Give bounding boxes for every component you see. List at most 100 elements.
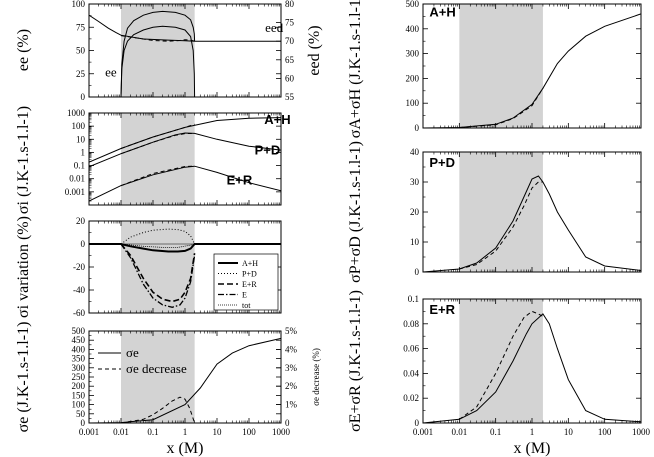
panel-sigma-i: 0.001 0.01 0.1 1 10 100 1000 A+H P+D E+R σi (J.K-1… <box>15 106 291 214</box>
annotation-e-r: E+R <box>227 173 253 188</box>
y2-tick-label: 70 <box>285 36 295 46</box>
y-tick-label: 0.06 <box>403 344 419 354</box>
x-tick-label: 1000 <box>272 427 291 437</box>
panel-variation: -60 -40 -20 0 20 σi variation (%) A+H P+DE+R Eto… <box>15 216 282 318</box>
y-tick-label: 400 <box>72 344 86 354</box>
y-tick-label: 0.02 <box>403 393 419 403</box>
y2-tick-label: 60 <box>285 73 295 83</box>
x-tick-label: 0.001 <box>79 427 99 437</box>
y-tick-label: 0 <box>81 239 86 249</box>
y-tick-label: 0.04 <box>403 368 419 378</box>
legend-label: A+H <box>242 259 258 268</box>
y-tick-label: -60 <box>73 308 85 318</box>
x-tick-label: 0.01 <box>451 427 467 437</box>
legend-label: E+R <box>242 280 257 289</box>
y-tick-label: 1 <box>81 147 86 157</box>
y-tick-label: 100 <box>406 98 420 108</box>
shaded-region <box>459 4 543 128</box>
annotation-eed: eed <box>265 20 284 35</box>
y-tick-label: 75 <box>76 22 86 32</box>
y-tick-label: 0 <box>81 418 86 428</box>
y2-tick-label: 2% <box>285 381 298 391</box>
y-tick-label: 450 <box>72 335 86 345</box>
x-axis-label: x (M) <box>514 440 551 457</box>
y-tick-label: 300 <box>72 363 86 373</box>
annotation-e-r: E+R <box>429 302 455 317</box>
series-p-d-dashed <box>459 181 543 270</box>
x-tick-label: 10 <box>213 427 223 437</box>
series-e-r-dashed <box>120 165 195 187</box>
y-tick-label: 0 <box>415 418 420 428</box>
y-tick-label: 350 <box>72 354 86 364</box>
y-axis-label: σe (J.K-1.s-1.l-1) <box>15 322 32 433</box>
y-tick-label: 10 <box>410 237 420 247</box>
panel-sigma-e: 0.001 0.01 0.1 1 10 100 1000050100150200250300… <box>15 322 321 457</box>
y2-tick-label: 65 <box>285 55 295 65</box>
panel-AH: 0 100 200 300 400 500 A+H σA+σH (J.K-1.s-1.l-1) <box>347 0 642 138</box>
x-tick-label: 10 <box>564 427 574 437</box>
shaded-region <box>459 152 543 272</box>
y-tick-label: 250 <box>72 372 86 382</box>
y-tick-label: 500 <box>72 326 86 336</box>
series-a-h <box>89 243 281 253</box>
y2-tick-label: 0 <box>285 418 290 428</box>
shaded-region <box>121 4 195 97</box>
series-e-r <box>120 243 196 303</box>
panel-PD: 0 10 20 30 40 P+D σP+σD (J.K-1.s-1.l-1) <box>347 141 642 283</box>
y2-tick-label: 75 <box>285 18 295 28</box>
shaded-region <box>121 113 195 205</box>
series-e <box>120 243 196 308</box>
series--e-decrease <box>120 396 196 423</box>
x-tick-label: 0.1 <box>147 427 158 437</box>
x-tick-label: 0.1 <box>490 427 501 437</box>
y-tick-label: 40 <box>410 147 420 157</box>
y-tick-label: 10 <box>76 134 86 144</box>
y-tick-label: 30 <box>410 177 420 187</box>
y-tick-label: 0.08 <box>403 319 419 329</box>
y-axis-label: σi variation (%) <box>15 216 32 318</box>
series-p-d <box>89 132 281 168</box>
y-tick-label: 200 <box>72 381 86 391</box>
series-tot <box>120 243 195 248</box>
y-tick-label: 100 <box>72 400 86 410</box>
y2-tick-label: 3% <box>285 363 298 373</box>
y-axis-label: σP+σD (J.K-1.s-1.l-1) <box>347 141 364 283</box>
shaded-region <box>121 331 195 423</box>
y-tick-label: 50 <box>76 409 86 419</box>
y-tick-label: 0.1 <box>408 294 419 304</box>
series-p-d-dashed <box>120 132 195 155</box>
series-e-r <box>423 313 641 423</box>
series-eed <box>89 14 281 42</box>
y-tick-label: 150 <box>72 390 86 400</box>
x-tick-label: 0.001 <box>413 427 433 437</box>
x-tick-label: 1 <box>530 427 535 437</box>
y-axis-label: σA+σH (J.K-1.s-1.l-1) <box>347 0 364 138</box>
y-tick-label: 20 <box>76 216 86 226</box>
y-tick-label: 50 <box>76 46 86 56</box>
y2-tick-label: 55 <box>285 92 295 102</box>
y-axis-label: σE+σR (J.K-1.s-1.l-1) <box>347 290 364 432</box>
series-p-d <box>423 175 641 272</box>
panel-ER: 0.001 0.01 0.1 1 10 100 1000 0 0.02 0.04 0.06 0.08 0… <box>347 290 651 457</box>
y-tick-label: 300 <box>406 49 420 59</box>
y2-tick-label: 5% <box>285 326 298 336</box>
series-ee-upper <box>120 10 196 97</box>
y-tick-label: 25 <box>76 69 86 79</box>
y-tick-label: 0 <box>81 92 86 102</box>
y-axis-label: σi (J.K-1.s-1.l-1) <box>15 106 32 214</box>
y-tick-label: 0.001 <box>65 187 85 197</box>
series-a-h-dashed <box>120 123 195 149</box>
y-tick-label: 20 <box>410 207 420 217</box>
x-tick-label: 0.01 <box>113 427 129 437</box>
annotation-ee: ee <box>105 65 117 80</box>
y-tick-label: 100 <box>72 0 86 9</box>
y-tick-label: 200 <box>406 73 420 83</box>
series-p-d <box>120 228 196 245</box>
annotation-a-h: A+H <box>429 4 455 19</box>
y2-tick-label: 1% <box>285 400 298 410</box>
y2-axis-label: eed (%) <box>306 25 323 75</box>
y2-axis-label: σe decrease (%) <box>311 348 321 406</box>
panel-ee: 0 25 50 75 100 55 60 65 70 75 80 ee eed ee (%) eed (%) <box>15 0 323 102</box>
x-tick-label: 1 <box>183 427 188 437</box>
y-tick-label: 0 <box>415 267 420 277</box>
